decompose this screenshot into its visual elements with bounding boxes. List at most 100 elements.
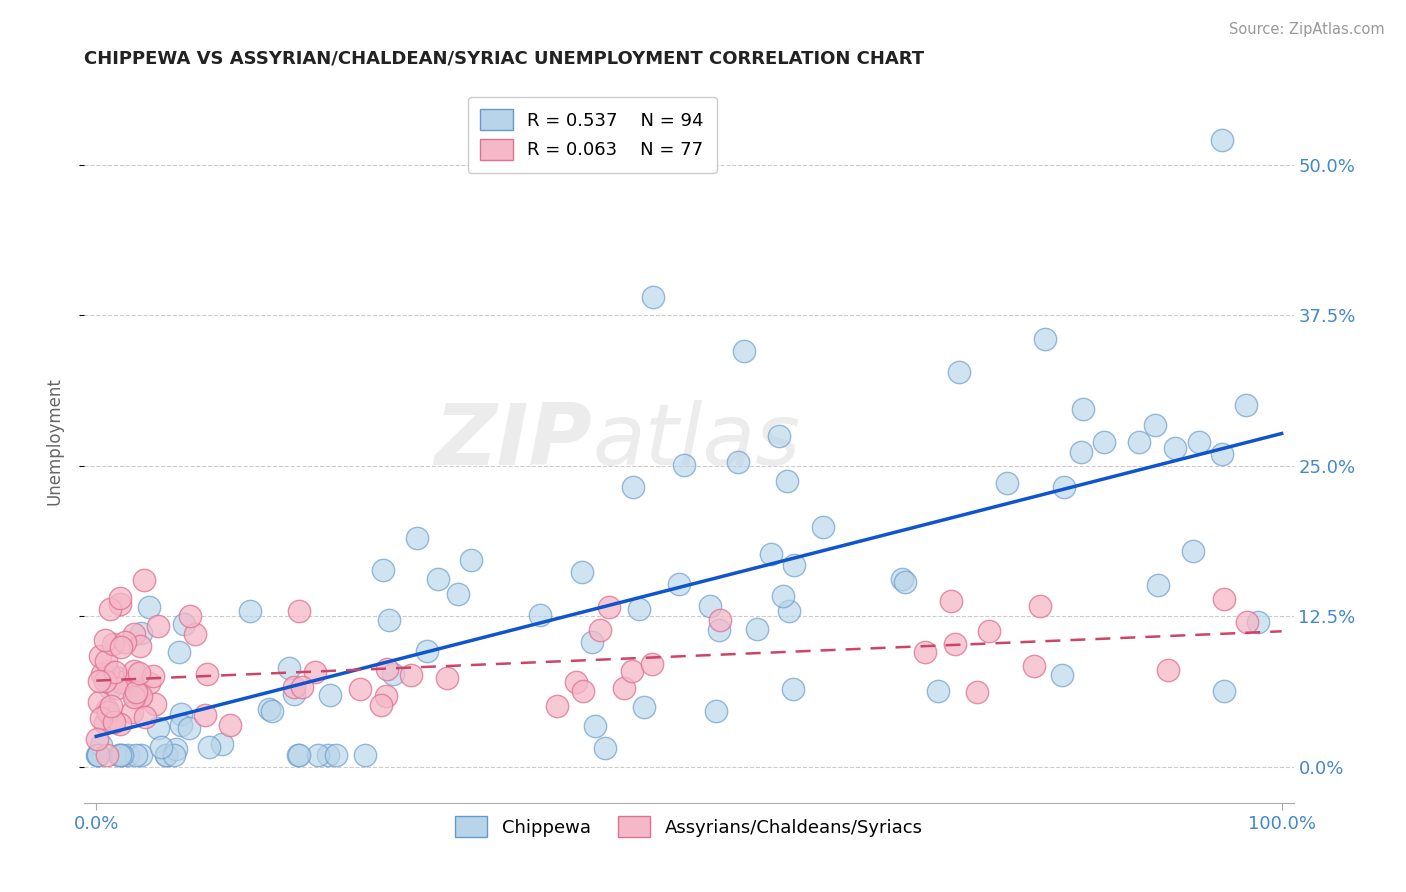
- Point: [893, 574, 915, 589]
- Point: [131, 626, 153, 640]
- Point: [142, 668, 165, 682]
- Point: [107, 671, 129, 685]
- Point: [401, 668, 423, 682]
- Point: [124, 689, 146, 703]
- Point: [319, 688, 342, 702]
- Point: [593, 741, 616, 756]
- Point: [184, 627, 207, 641]
- Point: [103, 714, 125, 729]
- Point: [1070, 445, 1092, 459]
- Point: [349, 681, 371, 696]
- Point: [782, 558, 804, 572]
- Point: [134, 709, 156, 723]
- Point: [316, 747, 339, 762]
- Point: [177, 721, 200, 735]
- Point: [941, 594, 963, 608]
- Text: Source: ZipAtlas.com: Source: ZipAtlas.com: [1229, 22, 1385, 37]
- Point: [110, 640, 132, 655]
- Point: [87, 695, 110, 709]
- Point: [914, 645, 936, 659]
- Point: [1236, 615, 1258, 630]
- Point: [89, 673, 111, 688]
- Point: [979, 624, 1001, 639]
- Point: [219, 718, 242, 732]
- Point: [150, 739, 173, 754]
- Point: [546, 699, 568, 714]
- Point: [98, 681, 121, 696]
- Point: [589, 624, 612, 638]
- Point: [1234, 398, 1257, 412]
- Point: [782, 682, 804, 697]
- Point: [257, 701, 280, 715]
- Point: [146, 721, 169, 735]
- Point: [811, 520, 834, 534]
- Text: CHIPPEWA VS ASSYRIAN/CHALDEAN/SYRIAC UNEMPLOYMENT CORRELATION CHART: CHIPPEWA VS ASSYRIAN/CHALDEAN/SYRIAC UNE…: [84, 50, 925, 68]
- Point: [436, 671, 458, 685]
- Point: [325, 747, 347, 762]
- Point: [167, 645, 190, 659]
- Point: [94, 715, 117, 730]
- Point: [633, 700, 655, 714]
- Point: [93, 632, 115, 647]
- Point: [1022, 659, 1045, 673]
- Point: [1033, 332, 1056, 346]
- Point: [197, 739, 219, 754]
- Point: [101, 712, 124, 726]
- Point: [966, 685, 988, 699]
- Point: [105, 681, 128, 696]
- Point: [775, 474, 797, 488]
- Point: [1164, 441, 1187, 455]
- Point: [699, 599, 721, 614]
- Point: [110, 675, 132, 690]
- Point: [129, 689, 152, 703]
- Point: [948, 365, 970, 379]
- Point: [598, 600, 620, 615]
- Point: [121, 705, 143, 719]
- Point: [163, 747, 186, 762]
- Point: [143, 697, 166, 711]
- Point: [353, 747, 375, 762]
- Point: [97, 706, 120, 720]
- Point: [132, 573, 155, 587]
- Point: [1211, 133, 1233, 147]
- Point: [447, 587, 470, 601]
- Point: [1050, 668, 1073, 682]
- Point: [761, 547, 783, 561]
- Point: [1181, 543, 1204, 558]
- Point: [460, 553, 482, 567]
- Point: [104, 665, 127, 680]
- Point: [612, 681, 634, 695]
- Point: [370, 698, 392, 713]
- Point: [108, 597, 131, 611]
- Point: [1028, 599, 1050, 614]
- Point: [416, 644, 439, 658]
- Point: [572, 683, 595, 698]
- Y-axis label: Unemployment: Unemployment: [45, 377, 63, 506]
- Point: [87, 747, 110, 762]
- Point: [373, 563, 395, 577]
- Point: [291, 680, 314, 694]
- Point: [128, 690, 150, 704]
- Text: atlas: atlas: [592, 400, 800, 483]
- Point: [709, 623, 731, 637]
- Point: [733, 343, 755, 358]
- Point: [96, 664, 118, 678]
- Point: [283, 680, 305, 694]
- Point: [89, 649, 111, 664]
- Point: [643, 290, 665, 304]
- Point: [581, 635, 603, 649]
- Point: [98, 601, 121, 615]
- Point: [673, 458, 696, 472]
- Point: [381, 667, 404, 681]
- Point: [129, 747, 152, 762]
- Point: [1071, 401, 1094, 416]
- Point: [890, 573, 912, 587]
- Point: [107, 747, 129, 762]
- Point: [304, 665, 326, 680]
- Point: [195, 666, 218, 681]
- Point: [375, 689, 398, 703]
- Point: [146, 619, 169, 633]
- Point: [90, 738, 112, 752]
- Point: [94, 674, 117, 689]
- Point: [529, 608, 551, 623]
